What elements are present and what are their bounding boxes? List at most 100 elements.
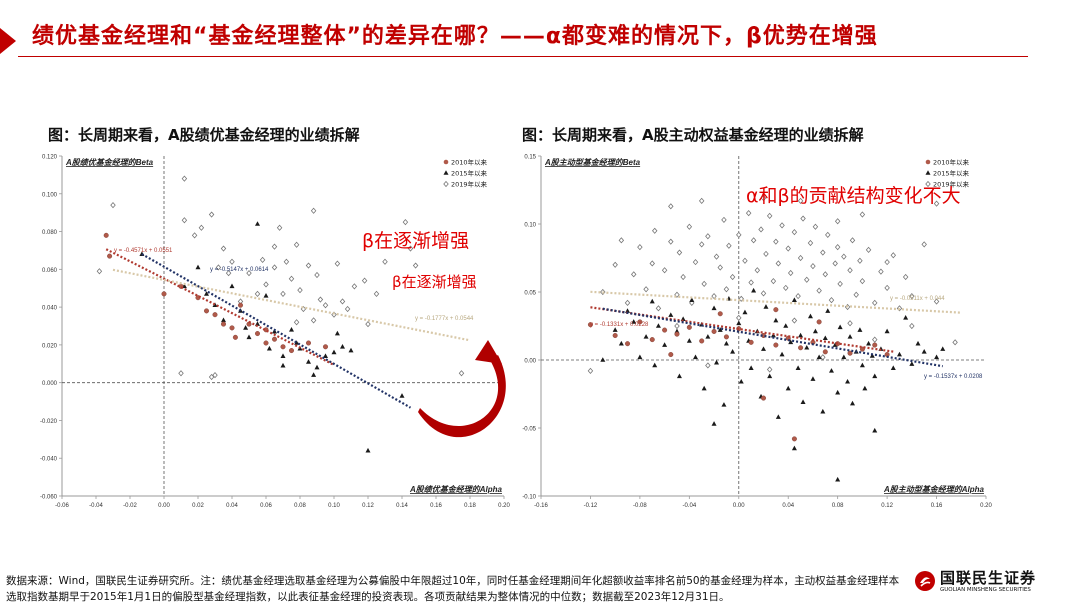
data-point-2015 xyxy=(934,354,940,360)
x-tick-label: 0.12 xyxy=(881,503,893,509)
data-point-2019 xyxy=(676,249,683,256)
header-marker xyxy=(0,28,16,54)
data-point-2019 xyxy=(721,216,727,224)
data-point-2015 xyxy=(791,445,797,451)
data-point-2010 xyxy=(229,325,235,331)
legend-label: 2010年以来 xyxy=(451,158,488,167)
trendline-equation: y = -0.1331x + 0.0228 xyxy=(590,322,649,328)
data-point-2015 xyxy=(314,364,320,370)
data-point-2019 xyxy=(649,260,655,267)
data-point-2015 xyxy=(841,354,847,360)
data-point-2019 xyxy=(310,207,317,214)
data-point-2019 xyxy=(246,270,252,277)
y-tick-label: -0.020 xyxy=(40,419,58,425)
data-point-2015 xyxy=(721,402,727,407)
data-point-2010 xyxy=(625,341,631,347)
data-point-2019 xyxy=(750,237,757,244)
trendline xyxy=(112,268,471,342)
data-point-2015 xyxy=(652,362,658,368)
data-point-2015 xyxy=(847,334,853,339)
data-point-2010 xyxy=(674,331,680,337)
x-axis-title: A股绩优基金经理的Alpha xyxy=(409,484,503,494)
data-point-2015 xyxy=(807,313,813,319)
data-point-2019 xyxy=(668,203,674,210)
data-point-2015 xyxy=(822,335,828,341)
data-point-2015 xyxy=(612,327,618,332)
data-point-2019 xyxy=(766,212,773,219)
data-point-2015 xyxy=(896,351,902,357)
data-point-2019 xyxy=(297,287,303,294)
data-point-2015 xyxy=(859,362,865,368)
data-point-2015 xyxy=(280,353,286,359)
x-tick-label: 0.06 xyxy=(260,503,272,509)
data-point-2019 xyxy=(293,319,300,326)
data-point-2019 xyxy=(834,218,841,225)
data-point-2019 xyxy=(181,217,188,224)
data-point-2015 xyxy=(767,373,773,379)
data-point-2019 xyxy=(254,290,261,297)
data-point-2015 xyxy=(742,309,748,315)
trendline xyxy=(141,253,412,409)
data-point-2019 xyxy=(890,252,897,259)
data-point-2010 xyxy=(220,321,226,327)
data-point-2015 xyxy=(266,345,272,351)
data-point-2019 xyxy=(758,226,764,233)
data-point-2015 xyxy=(785,385,791,391)
data-point-2019 xyxy=(766,366,773,373)
data-point-2019 xyxy=(763,250,769,258)
data-point-2015 xyxy=(921,349,927,354)
data-point-2019 xyxy=(191,232,198,239)
legend-marker xyxy=(443,159,449,165)
data-point-2019 xyxy=(804,276,810,283)
data-point-2019 xyxy=(837,280,843,287)
x-tick-label: 0.20 xyxy=(498,503,510,509)
data-point-2015 xyxy=(825,308,831,313)
y-tick-label: -0.060 xyxy=(40,495,58,501)
data-point-2019 xyxy=(351,283,358,290)
data-point-2019 xyxy=(909,292,915,300)
arrow-body xyxy=(418,355,506,438)
data-point-2019 xyxy=(276,224,283,231)
data-point-2019 xyxy=(208,211,215,218)
data-point-2015 xyxy=(857,327,863,332)
data-point-2019 xyxy=(745,210,752,217)
data-point-2019 xyxy=(643,286,649,293)
data-point-2019 xyxy=(110,202,116,209)
data-point-2010 xyxy=(161,291,167,297)
x-tick-label: 0.04 xyxy=(782,503,794,509)
data-point-2010 xyxy=(649,337,655,343)
data-point-2010 xyxy=(280,344,286,350)
data-point-2015 xyxy=(711,421,717,426)
data-point-2015 xyxy=(701,385,707,391)
data-point-2019 xyxy=(344,305,351,313)
data-point-2015 xyxy=(255,321,260,326)
data-point-2019 xyxy=(212,372,218,379)
data-point-2015 xyxy=(791,297,797,302)
data-point-2015 xyxy=(272,328,277,334)
data-point-2015 xyxy=(730,349,736,354)
data-point-2019 xyxy=(933,200,940,207)
data-point-2015 xyxy=(761,346,766,351)
trendline xyxy=(590,306,894,353)
data-point-2019 xyxy=(847,320,853,327)
data-point-2019 xyxy=(293,241,300,248)
annotation-text: β在逐渐增强 xyxy=(392,273,477,291)
x-tick-label: 0.08 xyxy=(294,503,306,509)
y-tick-label: -0.040 xyxy=(40,457,58,463)
data-point-2019 xyxy=(322,302,329,309)
data-point-2015 xyxy=(686,338,692,343)
data-point-2019 xyxy=(921,241,927,248)
data-point-2015 xyxy=(872,427,878,433)
left-scatter-chart: 0.120 0.100 0.080 0.060 0.040 0.020 0.000 -0.02… xyxy=(40,155,511,510)
data-point-2015 xyxy=(280,362,286,368)
data-point-2010 xyxy=(232,334,238,340)
data-point-2010 xyxy=(107,253,113,259)
data-point-2010 xyxy=(637,319,643,325)
data-point-2015 xyxy=(655,323,661,328)
data-point-2019 xyxy=(310,317,317,324)
data-point-2015 xyxy=(348,347,354,353)
data-point-2015 xyxy=(618,340,624,346)
data-point-2019 xyxy=(742,257,748,264)
data-point-2019 xyxy=(668,238,674,245)
data-point-2019 xyxy=(872,299,878,306)
